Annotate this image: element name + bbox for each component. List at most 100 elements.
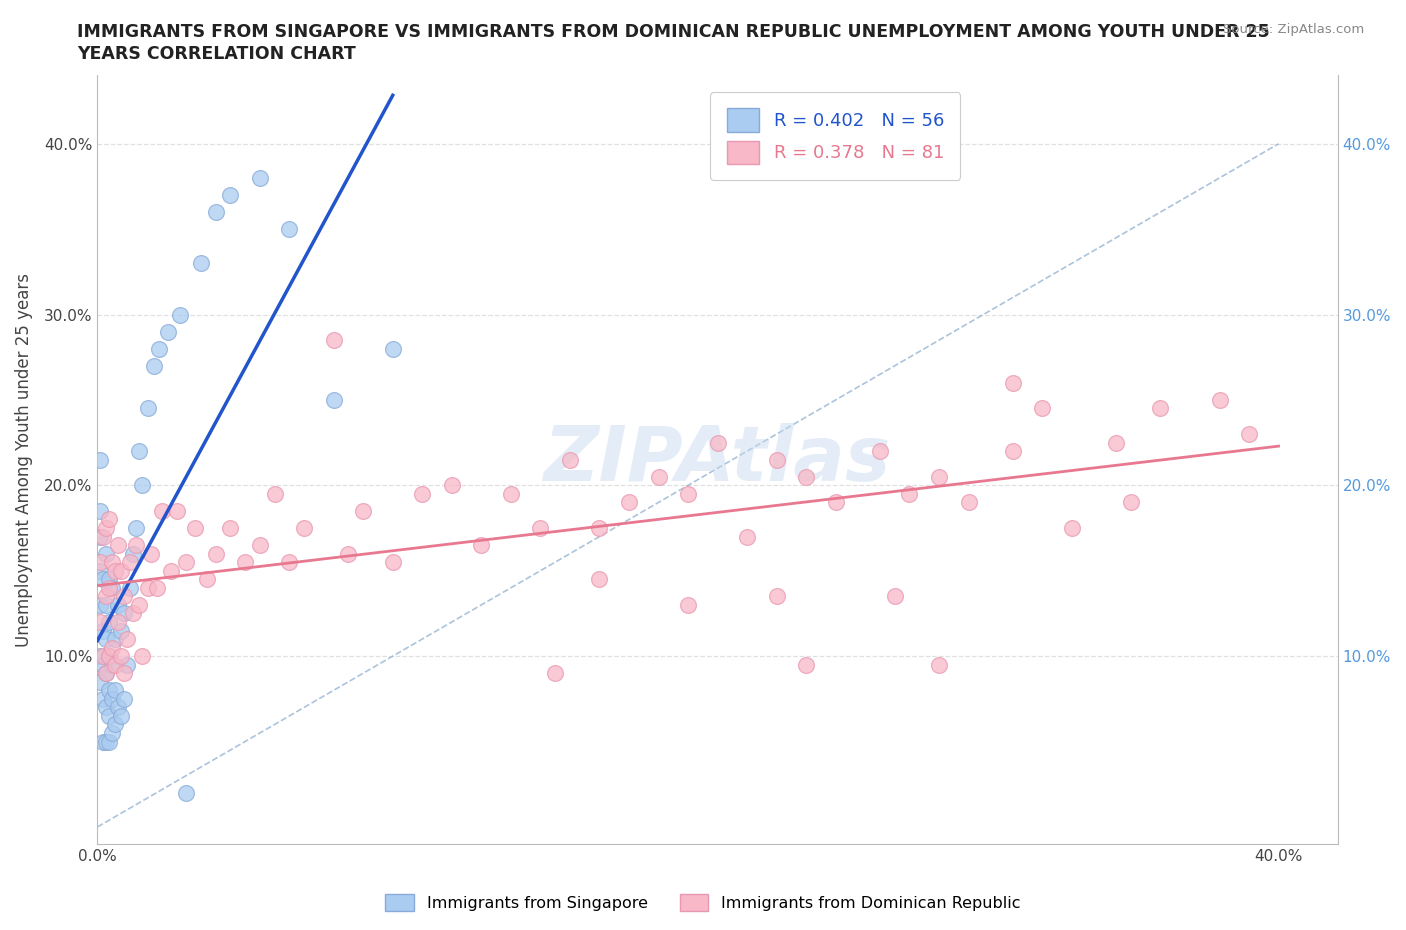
Point	[1208, 392, 1230, 407]
Text: ZIPAtlas: ZIPAtlas	[544, 423, 891, 497]
Point	[96, 666, 118, 681]
Point	[233, 555, 256, 570]
Point	[89, 674, 111, 689]
Point	[125, 538, 148, 552]
Point	[470, 538, 492, 552]
Point	[122, 606, 145, 621]
Point	[118, 555, 141, 570]
Point	[107, 597, 129, 612]
Point	[676, 597, 699, 612]
Legend: Immigrants from Singapore, Immigrants from Dominican Republic: Immigrants from Singapore, Immigrants fr…	[378, 887, 1028, 917]
Point	[104, 658, 127, 672]
Point	[115, 631, 138, 646]
Point	[824, 495, 846, 510]
Point	[110, 623, 132, 638]
Point	[93, 529, 115, 544]
Point	[93, 691, 115, 706]
Point	[128, 444, 150, 458]
Point	[104, 683, 127, 698]
Point	[89, 564, 111, 578]
Point	[101, 691, 124, 706]
Point	[499, 486, 522, 501]
Y-axis label: Unemployment Among Youth under 25 years: Unemployment Among Youth under 25 years	[15, 272, 32, 646]
Point	[96, 631, 118, 646]
Point	[89, 649, 111, 664]
Point	[98, 580, 121, 595]
Text: Source: ZipAtlas.com: Source: ZipAtlas.com	[1223, 23, 1364, 36]
Point	[166, 503, 188, 518]
Point	[588, 521, 610, 536]
Point	[278, 221, 301, 236]
Point	[93, 649, 115, 664]
Point	[122, 546, 145, 561]
Point	[128, 597, 150, 612]
Point	[112, 589, 135, 604]
Point	[131, 478, 153, 493]
Point	[195, 572, 218, 587]
Point	[96, 521, 118, 536]
Point	[1149, 401, 1171, 416]
Point	[322, 392, 344, 407]
Point	[101, 658, 124, 672]
Point	[110, 564, 132, 578]
Point	[89, 503, 111, 518]
Point	[148, 341, 170, 356]
Point	[1119, 495, 1142, 510]
Point	[139, 546, 162, 561]
Point	[107, 538, 129, 552]
Point	[529, 521, 551, 536]
Text: YEARS CORRELATION CHART: YEARS CORRELATION CHART	[77, 45, 356, 62]
Legend: R = 0.402   N = 56, R = 0.378   N = 81: R = 0.402 N = 56, R = 0.378 N = 81	[710, 92, 960, 180]
Point	[544, 666, 567, 681]
Point	[588, 572, 610, 587]
Point	[440, 478, 463, 493]
Point	[204, 546, 226, 561]
Point	[98, 734, 121, 749]
Point	[131, 649, 153, 664]
Point	[169, 307, 191, 322]
Point	[1060, 521, 1083, 536]
Point	[93, 623, 115, 638]
Point	[869, 444, 891, 458]
Point	[794, 658, 817, 672]
Point	[647, 470, 669, 485]
Point	[765, 452, 787, 467]
Point	[190, 256, 212, 271]
Point	[249, 538, 271, 552]
Point	[617, 495, 640, 510]
Point	[98, 649, 121, 664]
Point	[1001, 444, 1024, 458]
Point	[142, 358, 165, 373]
Point	[96, 597, 118, 612]
Point	[706, 435, 728, 450]
Point	[101, 640, 124, 655]
Point	[204, 205, 226, 219]
Point	[98, 572, 121, 587]
Point	[89, 597, 111, 612]
Point	[101, 555, 124, 570]
Point	[93, 572, 115, 587]
Point	[89, 615, 111, 630]
Point	[107, 615, 129, 630]
Point	[735, 529, 758, 544]
Point	[219, 188, 242, 203]
Point	[184, 521, 207, 536]
Point	[89, 529, 111, 544]
Point	[101, 580, 124, 595]
Point	[96, 589, 118, 604]
Point	[174, 785, 197, 800]
Point	[96, 734, 118, 749]
Point	[110, 709, 132, 724]
Point	[794, 470, 817, 485]
Point	[112, 606, 135, 621]
Point	[292, 521, 315, 536]
Point	[957, 495, 980, 510]
Point	[249, 170, 271, 185]
Point	[104, 631, 127, 646]
Point	[101, 725, 124, 740]
Point	[89, 555, 111, 570]
Point	[322, 333, 344, 348]
Point	[765, 589, 787, 604]
Point	[93, 734, 115, 749]
Point	[136, 580, 159, 595]
